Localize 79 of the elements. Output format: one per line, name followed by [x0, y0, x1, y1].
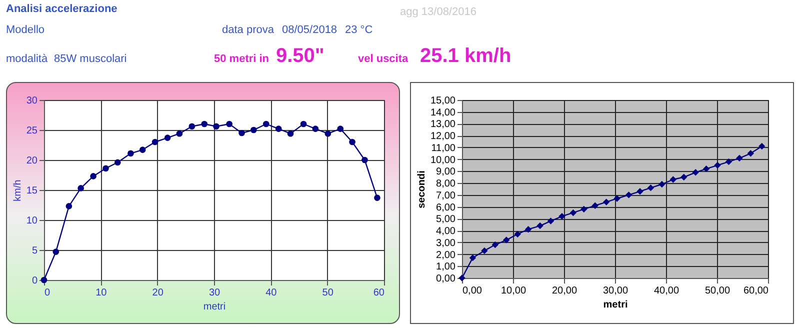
x-tick-label: 20: [152, 288, 164, 298]
y-tick-label: 2,00: [436, 250, 456, 261]
y-tick-label: 14,00: [430, 107, 456, 118]
point: [324, 130, 332, 137]
y-tick-label: 9,00: [436, 166, 456, 178]
x-tick-label: 20,00: [552, 286, 578, 296]
y-axis-title: km/h: [12, 180, 24, 202]
y-tick-label: 11,00: [431, 142, 456, 154]
y-tick-label: 3,00: [436, 238, 456, 249]
x-tick-label: 60,00: [743, 286, 769, 296]
text: vel uscita: [358, 53, 408, 65]
text: 23 °C: [345, 24, 373, 36]
point: [238, 130, 245, 136]
y-tick-label: 20: [26, 156, 38, 166]
point: [176, 130, 183, 137]
y-tick-label: 6,00: [436, 202, 456, 214]
y-tick-label: 13,00: [430, 119, 456, 130]
x-tick-label: 40: [266, 288, 278, 298]
x-tick-label: 30: [208, 288, 220, 298]
point: [139, 146, 146, 153]
point: [374, 194, 380, 201]
point: [114, 159, 121, 166]
y-axis-title: secondi: [416, 170, 428, 208]
y-tick-label: 8,00: [436, 178, 456, 190]
point: [201, 120, 208, 128]
y-tick-label: 5: [32, 246, 38, 256]
point: [128, 150, 134, 157]
x-tick-label: 50: [322, 288, 334, 298]
y-tick-label: 15,00: [430, 96, 456, 106]
y-tick-label: 12,00: [430, 131, 456, 142]
y-tick-label: 1,00: [436, 262, 456, 273]
point: [275, 126, 282, 132]
y-tick-label: 10: [26, 216, 38, 226]
y-tick-label: 25: [26, 126, 38, 136]
x-tick-label: 30,00: [602, 286, 628, 296]
point: [152, 138, 158, 146]
point: [226, 120, 232, 128]
point: [164, 134, 171, 141]
text: 25.1 km/h: [420, 45, 512, 68]
point: [287, 130, 294, 137]
x-tick-label: 10: [96, 288, 108, 298]
y-tick-label: 0: [32, 276, 38, 286]
point: [337, 126, 344, 132]
point: [188, 123, 196, 130]
x-tick-label: 0,00: [462, 286, 482, 296]
text: 50 metri in: [214, 53, 270, 65]
y-tick-label: 30: [26, 96, 38, 106]
x-tick-label: 40,00: [654, 286, 680, 296]
point: [52, 248, 60, 255]
point: [349, 138, 356, 146]
point: [250, 126, 257, 134]
y-tick-label: 0,00: [436, 274, 456, 284]
x-axis-title: metri: [203, 302, 226, 312]
text: Modello: [6, 24, 45, 36]
text: 08/05/2018: [282, 24, 338, 36]
point: [66, 203, 72, 210]
point: [362, 156, 368, 164]
point: [102, 165, 109, 172]
x-axis-title: metri: [603, 300, 628, 310]
text: 9.50": [276, 45, 324, 68]
x-tick-label: 60: [373, 288, 385, 298]
text: modalità: [6, 53, 48, 65]
y-tick-label: 5,00: [436, 214, 456, 226]
y-tick-label: 7,00: [436, 190, 456, 202]
point: [90, 173, 96, 180]
point: [78, 185, 84, 192]
text: data prova: [222, 24, 274, 36]
x-tick-label: 10,00: [500, 286, 526, 296]
x-tick-label: 50,00: [704, 286, 730, 296]
y-tick-label: 15: [26, 186, 38, 196]
point: [300, 120, 307, 128]
point: [312, 126, 319, 132]
point: [213, 123, 220, 130]
y-tick-label: 4,00: [436, 226, 456, 238]
y-tick-label: 10,00: [430, 154, 456, 166]
point: [262, 120, 270, 128]
text: 85W muscolari: [54, 53, 127, 65]
x-tick-label: 0: [44, 288, 50, 298]
text: Analisi accelerazione: [6, 3, 118, 15]
